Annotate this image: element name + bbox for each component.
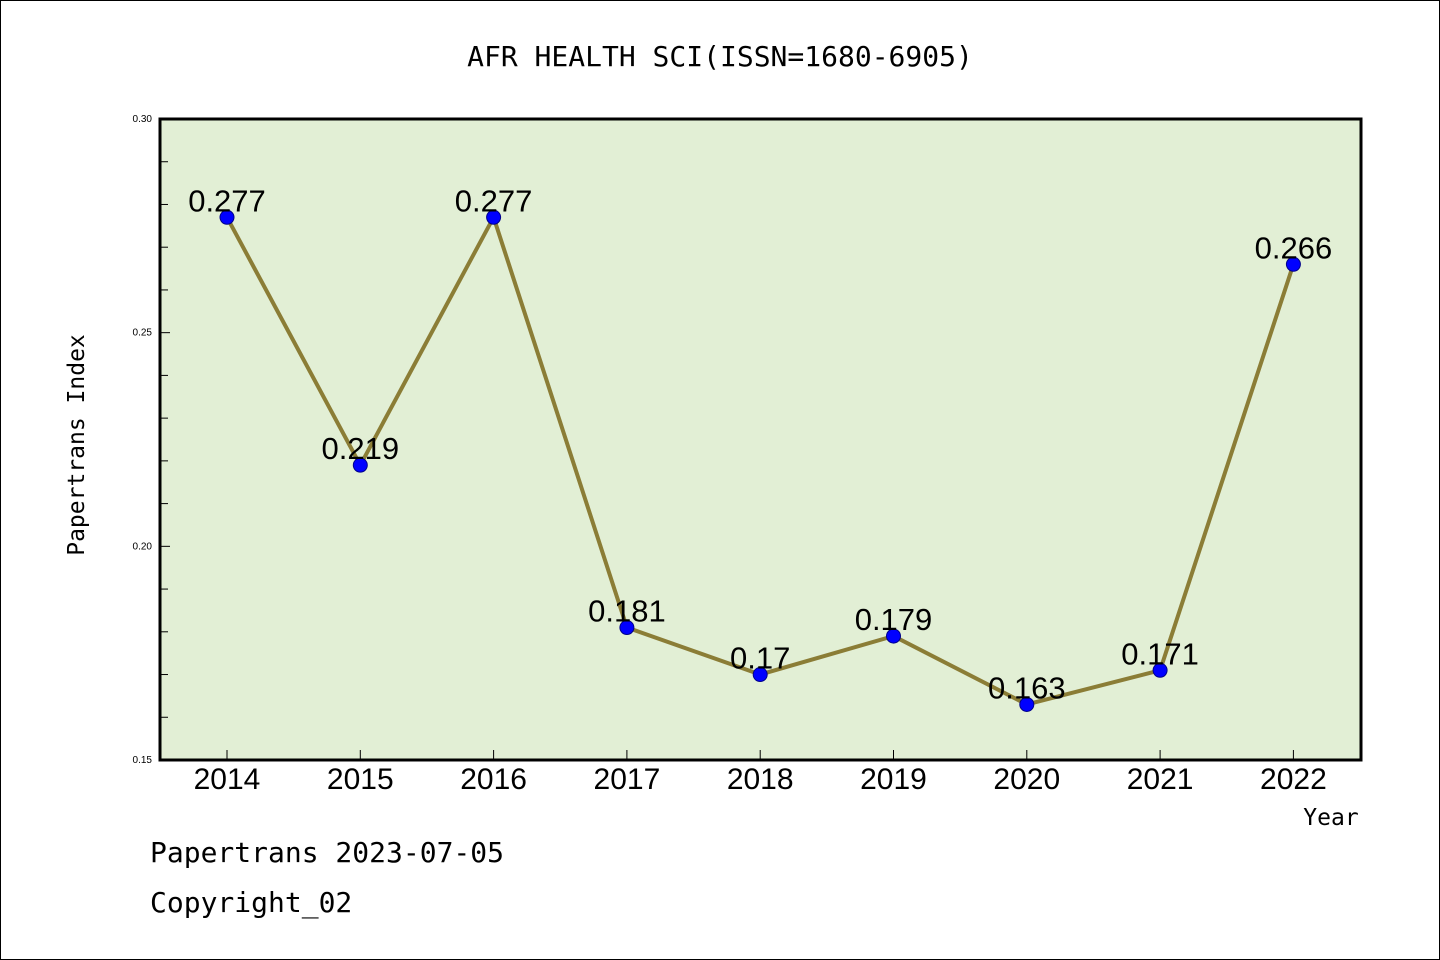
data-point — [752, 667, 768, 683]
y-tick-label: 0.30 — [133, 114, 153, 125]
data-label: 0.219 — [322, 431, 400, 466]
x-tick-label: 2018 — [727, 763, 794, 796]
data-label: 0.163 — [988, 670, 1066, 705]
data-point — [219, 209, 235, 225]
x-tick-label: 2017 — [594, 763, 661, 796]
y-tick-label: 0.20 — [133, 541, 153, 552]
data-point — [486, 209, 502, 225]
y-tick-label: 0.25 — [133, 328, 153, 339]
data-label: 0.179 — [855, 602, 933, 637]
footer-date: Papertrans 2023-07-05 — [150, 836, 505, 869]
footer-copyright: Copyright_02 — [150, 886, 353, 919]
chart-title: AFR HEALTH SCI(ISSN=1680-6905) — [467, 40, 973, 73]
y-axis-label: Papertrans Index — [64, 334, 90, 556]
data-point — [1152, 662, 1168, 678]
data-label: 0.17 — [730, 641, 790, 676]
data-point — [1019, 696, 1035, 712]
x-tick-label: 2014 — [194, 763, 261, 796]
data-point — [352, 457, 368, 473]
x-tick-label: 2020 — [993, 763, 1060, 796]
x-tick-label: 2016 — [460, 763, 527, 796]
x-tick-label: 2022 — [1260, 763, 1327, 796]
x-axis: 2014 2015 2016 2017 2018 2019 2020 2021 2022 — [194, 750, 1327, 796]
x-tick-label: 2015 — [327, 763, 394, 796]
data-point — [886, 628, 901, 644]
data-label: 0.171 — [1121, 636, 1199, 671]
plot-area — [158, 117, 1363, 762]
x-tick-label: 2019 — [860, 763, 927, 796]
data-labels: 0.277 0.219 0.277 0.181 0.17 0.179 0.163 0.171 0… — [188, 183, 1332, 705]
data-label: 0.181 — [588, 594, 666, 629]
data-point — [1285, 256, 1301, 272]
data-label: 0.266 — [1255, 230, 1333, 265]
x-tick-label: 2021 — [1127, 763, 1194, 796]
data-point — [619, 620, 635, 636]
data-markers — [219, 209, 1301, 712]
data-label: 0.277 — [188, 183, 266, 218]
y-tick-label: 0.15 — [133, 755, 153, 766]
data-label: 0.277 — [455, 183, 533, 218]
x-axis-label: Year — [1303, 805, 1358, 831]
y-axis: 0.15 0.20 0.25 0.30 — [133, 114, 170, 766]
